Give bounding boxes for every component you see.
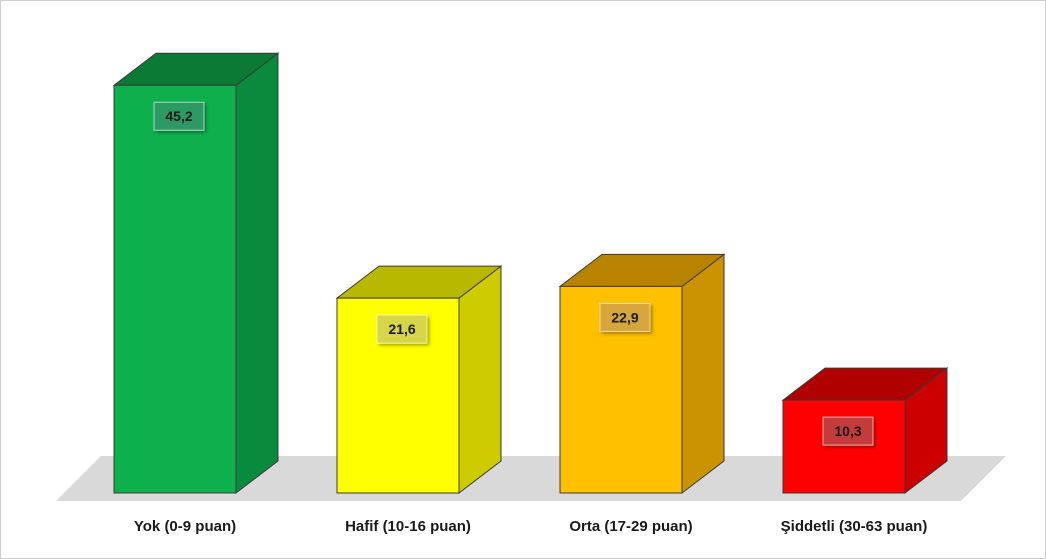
- data-label-value: 10,3: [834, 423, 861, 439]
- data-label: 45,2: [153, 101, 205, 131]
- bar-front-face: [559, 285, 683, 494]
- bar-side-face: [681, 253, 725, 495]
- bar-4: [781, 367, 949, 495]
- data-label-box: [822, 416, 874, 446]
- category-label: Orta (17-29 puan): [569, 518, 692, 535]
- data-label-box: [599, 302, 651, 332]
- bar-front-face: [113, 84, 237, 494]
- bar-side-face: [235, 52, 279, 495]
- data-label-value: 21,6: [388, 321, 415, 337]
- bar-2: [335, 265, 503, 495]
- data-label-box: [153, 101, 205, 131]
- bar-1: [112, 52, 280, 495]
- data-label: 21,6: [376, 314, 428, 344]
- bars-layer: [112, 52, 949, 495]
- category-axis: Yok (0-9 puan) Hafif (10-16 puan) Orta (17…: [134, 518, 927, 535]
- data-label-value: 22,9: [611, 309, 638, 325]
- category-label: Yok (0-9 puan): [134, 518, 236, 535]
- bar-front-face: [782, 399, 906, 494]
- data-label: 22,9: [599, 302, 651, 332]
- chart-floor: [56, 456, 1006, 501]
- data-label-box: [376, 314, 428, 344]
- bar-side-face: [458, 265, 502, 495]
- category-label: Şiddetli (30-63 puan): [781, 518, 928, 535]
- bar-3: [558, 253, 726, 495]
- data-labels-layer: 45,2 21,6 22,9 10,3: [153, 101, 874, 446]
- data-label: 10,3: [822, 416, 874, 446]
- category-label: Hafif (10-16 puan): [345, 518, 471, 535]
- data-label-value: 45,2: [165, 108, 192, 124]
